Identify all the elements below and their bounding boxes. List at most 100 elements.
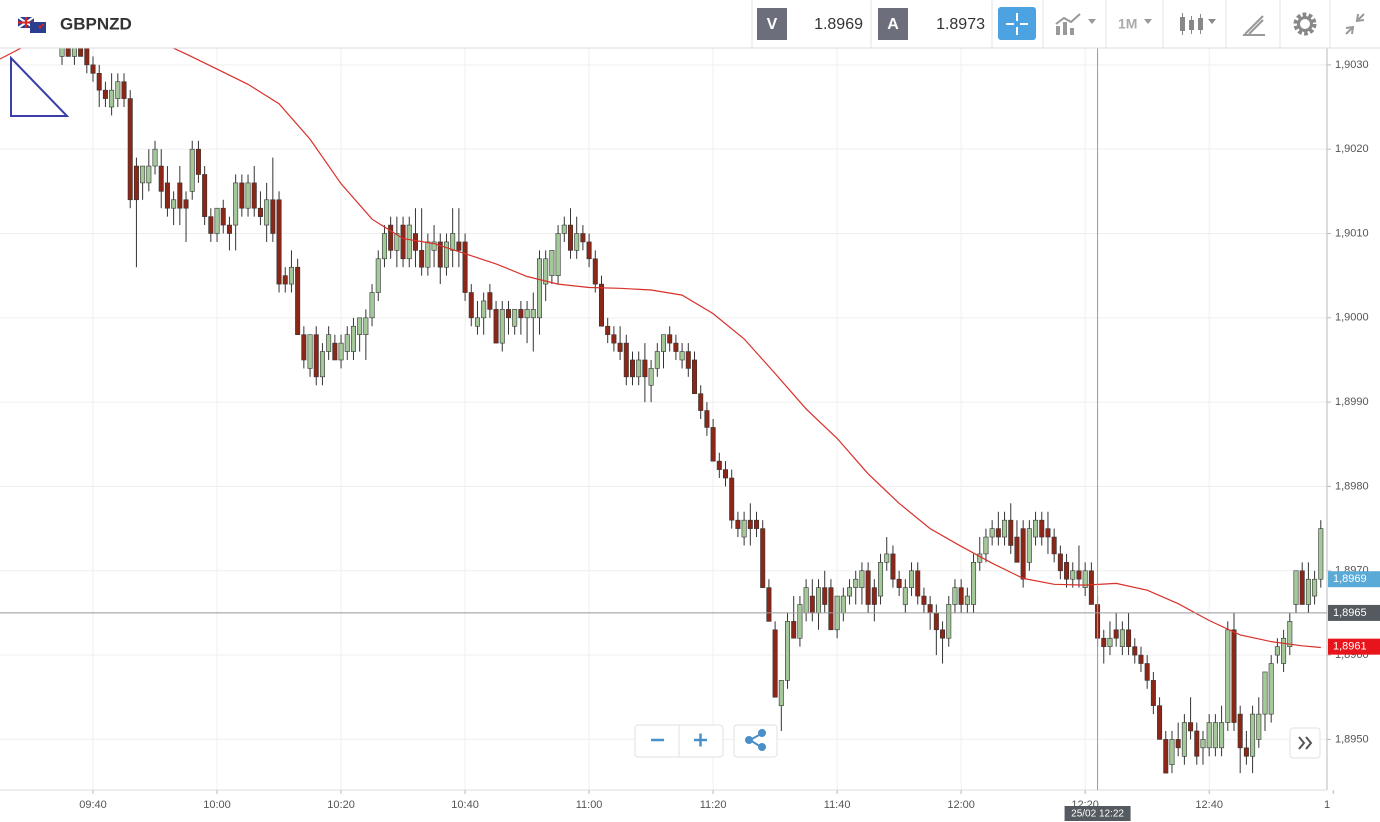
candle-body	[1002, 519, 1008, 538]
draw-tool-button[interactable]	[1243, 15, 1265, 36]
y-tick-label: 1,9020	[1335, 143, 1369, 155]
candle-style-button[interactable]	[1180, 13, 1216, 35]
candle-body	[65, 48, 71, 57]
candle-body	[264, 199, 270, 226]
candle-body	[1020, 528, 1026, 580]
candle-body	[313, 334, 319, 378]
x-tick-label: 09:40	[79, 799, 107, 811]
candle-body	[1144, 663, 1150, 681]
candle-body	[412, 233, 418, 251]
candle-body	[654, 351, 660, 369]
candle-body	[642, 359, 648, 378]
share-button[interactable]	[745, 729, 766, 751]
candle-body	[1256, 713, 1262, 740]
fullscreen-button[interactable]	[1345, 13, 1365, 35]
candle-body	[915, 570, 921, 597]
x-tick-label: 11:00	[576, 799, 603, 811]
symbol[interactable]: GBPNZD	[60, 14, 132, 33]
candle-body	[778, 680, 784, 706]
candle-body	[989, 528, 995, 538]
candle-body	[363, 317, 369, 335]
candle-body	[1318, 528, 1324, 580]
candle-body	[1014, 536, 1020, 563]
candle-body	[233, 182, 239, 226]
candle-body	[71, 48, 77, 57]
candle-body	[1045, 528, 1051, 538]
candle-body	[1212, 722, 1218, 749]
candle-body	[1138, 654, 1144, 664]
grid	[0, 48, 1327, 790]
candle-body	[59, 48, 65, 57]
zoom-in[interactable]	[694, 733, 707, 747]
bid-badge[interactable]	[757, 8, 787, 40]
scroll-right-button[interactable]	[1289, 727, 1321, 759]
candle-body	[487, 292, 493, 310]
candle-body	[902, 587, 908, 605]
candle-body	[766, 587, 772, 622]
candle-body	[710, 427, 716, 462]
candle-body	[692, 359, 698, 395]
candle-body	[158, 165, 164, 192]
candle-body	[878, 562, 884, 597]
drawing-triangle[interactable]	[10, 55, 70, 117]
candle-body	[629, 359, 635, 378]
plot-area	[0, 48, 1324, 774]
crosshair-button[interactable]	[998, 7, 1036, 40]
candle-body	[1070, 570, 1076, 580]
timeframe-caret[interactable]	[1144, 19, 1152, 24]
candle-body	[208, 216, 214, 234]
candle-body	[611, 334, 617, 344]
candle-body	[456, 241, 462, 251]
candle-body	[1039, 519, 1045, 538]
crosshair-price-label: 1,8965	[1333, 607, 1367, 619]
candle-body	[171, 199, 177, 209]
candle-body	[964, 595, 970, 605]
settings-button[interactable]	[1293, 12, 1317, 36]
candle-body	[1206, 722, 1212, 749]
candle-body	[394, 233, 400, 251]
candle-body	[667, 334, 673, 344]
candle-body	[226, 224, 232, 234]
candle-body	[220, 207, 226, 226]
candle-body	[1119, 629, 1125, 647]
candle-body	[909, 570, 915, 588]
crosshair-time-box	[1064, 806, 1131, 821]
timeframe[interactable]: 1M	[1118, 16, 1137, 32]
candle-body	[716, 460, 722, 470]
candle-body	[1225, 629, 1231, 723]
candle-body	[704, 410, 710, 428]
candle-body	[741, 519, 747, 538]
candle-body	[735, 519, 741, 529]
candle-body	[357, 317, 363, 335]
candle-body	[1163, 739, 1169, 774]
price-marker	[1328, 638, 1380, 655]
candle-body	[816, 587, 822, 614]
candle-body	[1250, 713, 1256, 757]
bid-label: V	[767, 16, 778, 33]
candle-body	[723, 469, 729, 479]
candle-body	[797, 604, 803, 639]
candle-body	[598, 283, 604, 327]
candle-body	[921, 595, 927, 605]
candle-body	[78, 48, 84, 57]
ask-badge[interactable]	[878, 8, 908, 40]
candle-body	[307, 334, 313, 369]
candle-body	[276, 199, 282, 285]
candle-body	[958, 587, 964, 605]
candle-body	[512, 309, 518, 327]
candle-body	[96, 72, 102, 91]
candle-body	[400, 224, 406, 260]
candle-body	[109, 89, 115, 108]
candle-body	[1107, 637, 1113, 647]
chart-type-button[interactable]	[1055, 13, 1096, 35]
candle-body	[332, 342, 338, 361]
candle-body	[791, 621, 797, 639]
x-tick-label: 10:40	[451, 799, 479, 811]
candle-body	[481, 300, 487, 319]
candle-body	[1194, 730, 1200, 757]
candle-body	[462, 241, 468, 293]
candle-body	[549, 250, 555, 276]
candle-body	[369, 292, 375, 319]
